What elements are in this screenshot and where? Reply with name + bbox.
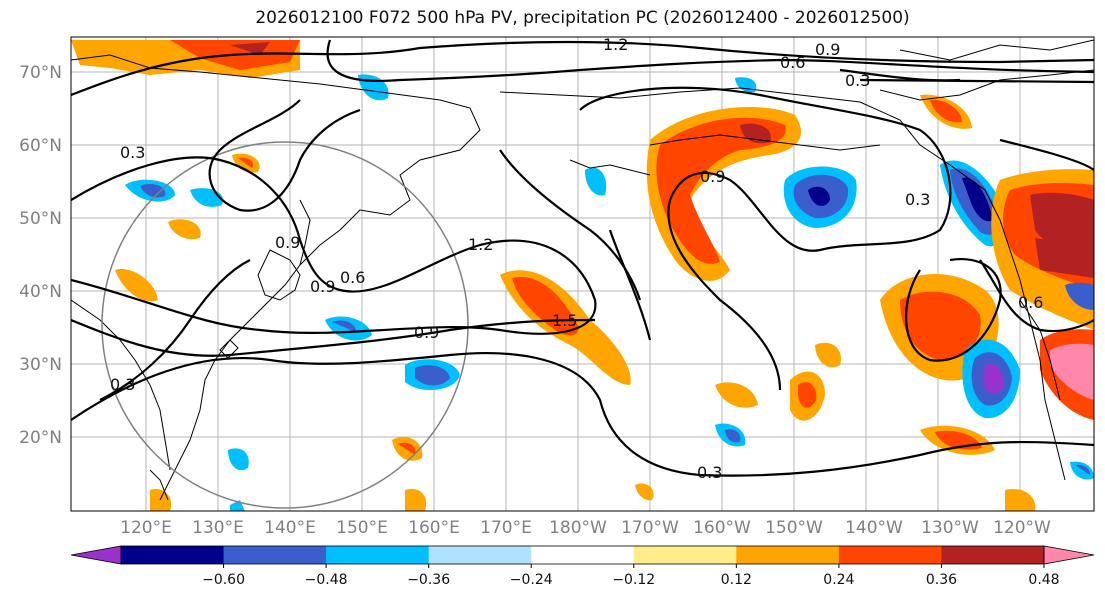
- colorbar-bin: [736, 546, 840, 564]
- pv-label: 0.9: [310, 277, 335, 296]
- colorbar-bin: [531, 546, 635, 564]
- lon-label: 180°W: [549, 518, 607, 538]
- pv-label: 1.5: [552, 311, 577, 330]
- lat-label: 50°N: [19, 209, 62, 229]
- latitude-axis: 70°N 60°N 50°N 40°N 30°N 20°N: [19, 63, 62, 448]
- precip-shading: [71, 40, 1094, 511]
- lon-label: 170°E: [480, 518, 532, 538]
- highlight-circle: [101, 141, 469, 509]
- pv-label: 0.3: [845, 71, 870, 90]
- longitude-axis: 120°E 130°E 140°E 150°E 160°E 170°E 180°…: [120, 518, 1051, 538]
- lon-label: 150°E: [336, 518, 388, 538]
- lon-label: 130°E: [192, 518, 244, 538]
- pv-label: 0.9: [815, 40, 840, 59]
- colorbar-frame: [120, 545, 1045, 565]
- pv-label: 0.9: [275, 233, 300, 252]
- colorbar-tick-label: 0.24: [823, 572, 854, 588]
- lon-label: 150°W: [765, 518, 823, 538]
- lon-label: 120°W: [993, 518, 1051, 538]
- colorbar: −0.60 −0.48 −0.36 −0.24 −0.12 0.12 0.24 0.36 0.4…: [70, 545, 1095, 588]
- pv-label: 0.6: [780, 53, 805, 72]
- pv-label: 0.9: [700, 167, 725, 186]
- colorbar-tick-label: −0.60: [202, 572, 245, 588]
- lon-label: 160°W: [693, 518, 751, 538]
- colorbar-bin: [121, 546, 225, 564]
- colorbar-tick-label: −0.36: [407, 572, 450, 588]
- lon-label: 140°E: [264, 518, 316, 538]
- lat-label: 70°N: [19, 63, 62, 83]
- pv-label: 0.3: [120, 143, 145, 162]
- pv-label: 0.3: [697, 463, 722, 482]
- colorbar-bin: [223, 546, 327, 564]
- lon-label: 120°E: [120, 518, 172, 538]
- lat-label: 60°N: [19, 136, 62, 156]
- colorbar-bin: [941, 546, 1045, 564]
- colorbar-tick-label: −0.48: [305, 572, 348, 588]
- lat-label: 20°N: [19, 428, 62, 448]
- pv-label: 0.6: [340, 268, 365, 287]
- colorbar-bin: [633, 546, 737, 564]
- colorbar-tick-label: −0.12: [612, 572, 655, 588]
- lat-label: 30°N: [19, 355, 62, 375]
- colorbar-extend-min: [70, 545, 122, 565]
- pv-label: 0.9: [414, 323, 439, 342]
- map-frame: [70, 36, 1095, 512]
- pv-contours: [71, 39, 1094, 477]
- colorbar-tick-label: 0.36: [926, 572, 957, 588]
- lat-label: 40°N: [19, 282, 62, 302]
- colorbar-bin: [428, 546, 532, 564]
- colorbar-tick-label: 0.48: [1028, 572, 1059, 588]
- pv-label: 0.3: [905, 190, 930, 209]
- map-title: 2026012100 F072 500 hPa PV, precipitatio…: [255, 8, 910, 28]
- pv-label: 1.2: [468, 235, 493, 254]
- colorbar-bin: [326, 546, 430, 564]
- colorbar-bin: [838, 546, 942, 564]
- pv-label: 0.6: [1018, 293, 1043, 312]
- lon-label: 160°E: [408, 518, 460, 538]
- colorbar-extend-max: [1043, 545, 1095, 565]
- pv-contour-labels: 1.2 0.9 0.6 0.3 0.9 0.9 0.6 1.2 1.5 0.9 …: [110, 35, 1043, 482]
- colorbar-tick-label: 0.12: [721, 572, 752, 588]
- colorbar-tick-label: −0.24: [510, 572, 553, 588]
- lon-label: 170°W: [621, 518, 679, 538]
- lon-label: 130°W: [921, 518, 979, 538]
- lon-label: 140°W: [845, 518, 903, 538]
- pv-label: 1.2: [603, 35, 628, 54]
- pv-label: 0.3: [110, 375, 135, 394]
